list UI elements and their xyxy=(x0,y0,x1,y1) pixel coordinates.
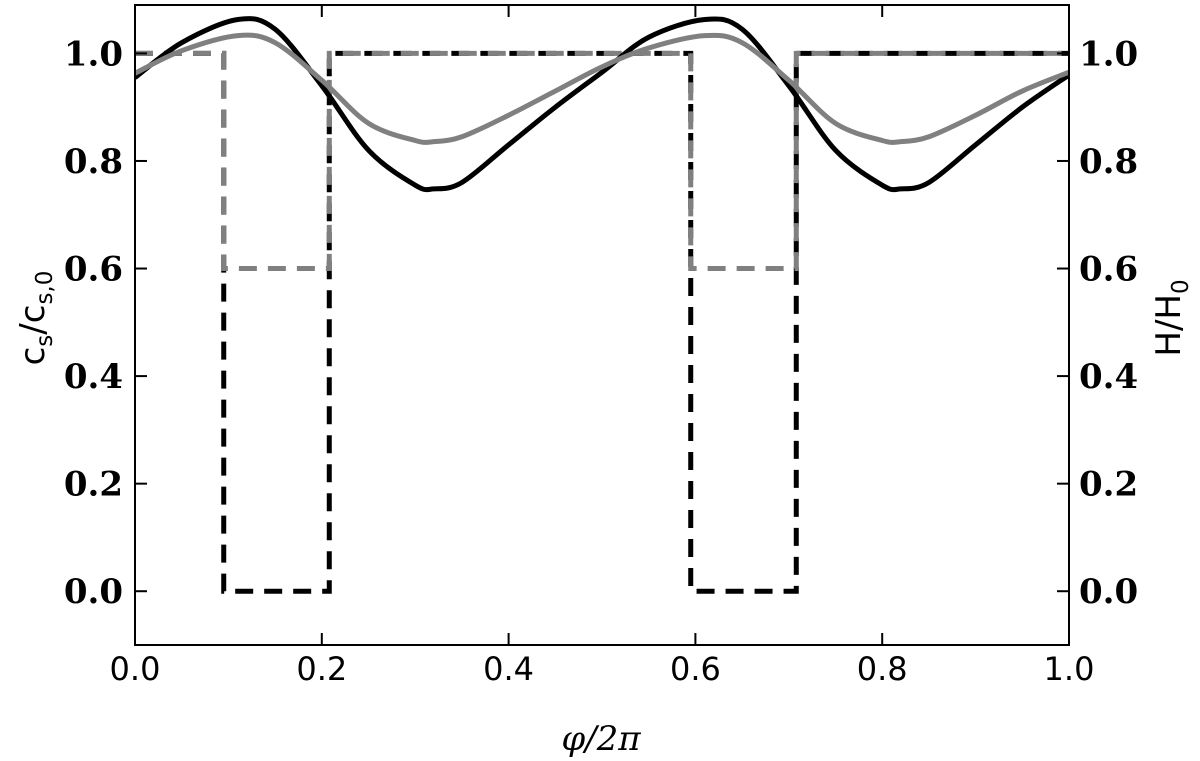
y-tick-label-left: 0.8 xyxy=(64,142,123,182)
y-tick-label-right: 1.0 xyxy=(1079,34,1138,74)
x-tick-label: 0.6 xyxy=(670,650,721,688)
y-tick-label-left: 0.4 xyxy=(64,357,123,397)
y-tick-label-left: 0.2 xyxy=(64,465,123,505)
x-tick-label: 0.8 xyxy=(857,650,908,688)
axes: 0.0 0.2 0.4 0.6 0.8 1.0 0.0 0.0 0.2 0.2 0.4 0.4 0.6 0… xyxy=(64,4,1138,688)
x-tick-label: 0.4 xyxy=(483,650,534,688)
y-tick-label-left: 1.0 xyxy=(64,34,123,74)
x-tick-label: 0.0 xyxy=(110,650,161,688)
series-group xyxy=(135,16,1069,594)
series-line-2 xyxy=(135,50,1069,594)
y-tick-label-right: 0.8 xyxy=(1079,142,1138,182)
x-tick-label: 1.0 xyxy=(1044,650,1095,688)
y-tick-label-left: 0.0 xyxy=(64,572,123,612)
y-tick-label-right: 0.6 xyxy=(1079,250,1138,290)
y-tick-label-right: 0.4 xyxy=(1079,357,1138,397)
plot-area xyxy=(135,16,1069,594)
y-axis-label-right: H/H0 xyxy=(1149,279,1194,356)
y-axis-label-left: cs/cs,0 xyxy=(13,271,58,366)
plot-frame xyxy=(134,4,1070,646)
x-tick-label: 0.2 xyxy=(296,650,347,688)
y-tick-label-left: 0.6 xyxy=(64,250,123,290)
y-tick-label-right: 0.2 xyxy=(1079,465,1138,505)
x-axis-label: φ/2π xyxy=(561,719,641,759)
y-tick-label-right: 0.0 xyxy=(1079,572,1138,612)
series-line-1 xyxy=(135,32,1069,145)
